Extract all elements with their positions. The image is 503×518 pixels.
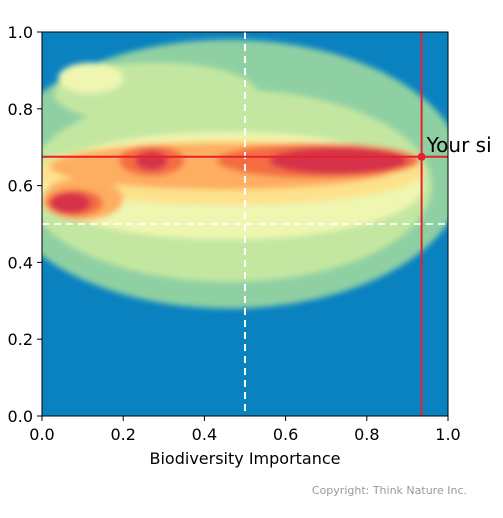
- y-tick-label-5: 1.0: [8, 23, 33, 42]
- x-tick-label-5: 1.0: [435, 425, 460, 444]
- x-tick-label-1: 0.2: [110, 425, 135, 444]
- density-contour-13: [50, 192, 91, 214]
- axis-ticks: 0.0 0.2 0.4 0.6 0.8 1.0 0.0 0.2 0.4 0.6 0.8 1.0: [8, 23, 461, 444]
- y-tick-label-2: 0.4: [8, 253, 33, 272]
- x-tick-label-2: 0.4: [192, 425, 217, 444]
- x-tick-label-4: 0.8: [354, 425, 379, 444]
- site-marker-lines: [42, 32, 448, 416]
- x-tick-label-0: 0.0: [29, 425, 54, 444]
- y-tick-label-1: 0.2: [8, 330, 33, 349]
- y-tick-label-3: 0.6: [8, 177, 33, 196]
- reference-lines: [42, 32, 448, 416]
- copyright-text: Copyright: Think Nature Inc.: [311, 484, 467, 497]
- site-marker-label: Your si: [426, 133, 492, 157]
- density-contours: [42, 39, 448, 309]
- x-axis-label: Biodiversity Importance: [150, 449, 341, 468]
- y-tick-label-0: 0.0: [8, 407, 33, 426]
- density-contour-11: [269, 147, 408, 175]
- density-contour-3: [58, 62, 124, 94]
- site-marker-point: [417, 152, 426, 161]
- x-tick-label-3: 0.6: [273, 425, 298, 444]
- y-tick-label-4: 0.8: [8, 100, 33, 119]
- density-contour-12: [135, 151, 168, 171]
- plot-frame: [41, 31, 449, 417]
